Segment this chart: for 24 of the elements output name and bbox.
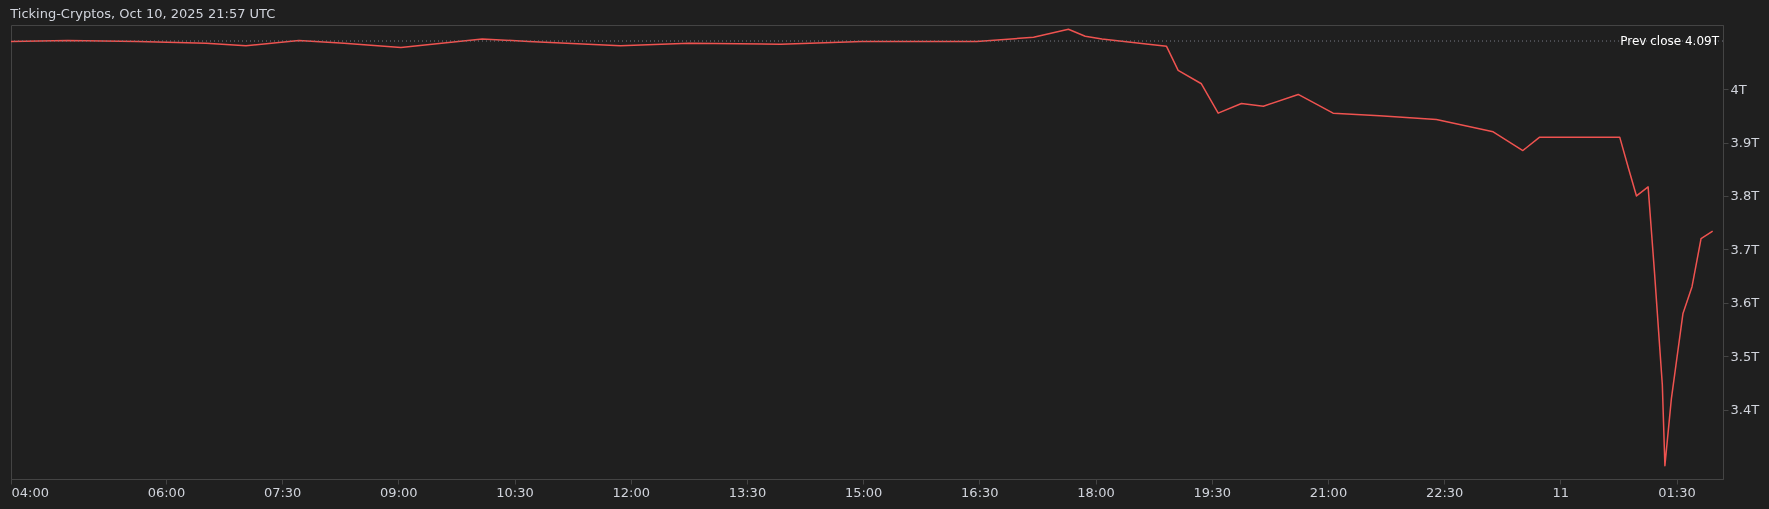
y-tick-label: 3.6T [1730,295,1760,311]
chart-title: Ticking-Cryptos, Oct 10, 2025 21:57 UTC [9,6,276,21]
x-tick-label: 12:00 [612,484,650,500]
x-tick-label: 06:00 [147,484,186,500]
x-tick-label: 18:00 [1077,484,1115,500]
y-tick-label: 3.7T [1730,241,1760,257]
x-tick-label: 11 [1552,484,1570,500]
ref-line-label: Prev close 4.09T [1620,34,1720,49]
x-tick-label: 07:30 [263,484,302,500]
x-tick-label: 19:30 [1193,484,1231,500]
y-tick-label: 3.4T [1730,402,1760,418]
x-tick-label: 21:00 [1309,484,1348,500]
y-tick-label: 3.8T [1730,188,1760,204]
x-tick-label: 10:30 [496,484,534,500]
x-tick-label: 01:30 [1658,484,1696,500]
y-tick-label: 3.5T [1730,348,1760,364]
x-tick-label: 22:30 [1425,484,1464,500]
y-tick-label: 4T [1730,81,1747,97]
x-tick-label: 04:00 [11,484,49,500]
x-tick-label: 09:00 [380,484,418,500]
x-tick-label: 15:00 [844,484,883,500]
y-tick-label: 3.9T [1730,135,1760,151]
x-tick-label: 16:30 [961,484,999,500]
x-tick-label: 13:30 [728,484,767,500]
